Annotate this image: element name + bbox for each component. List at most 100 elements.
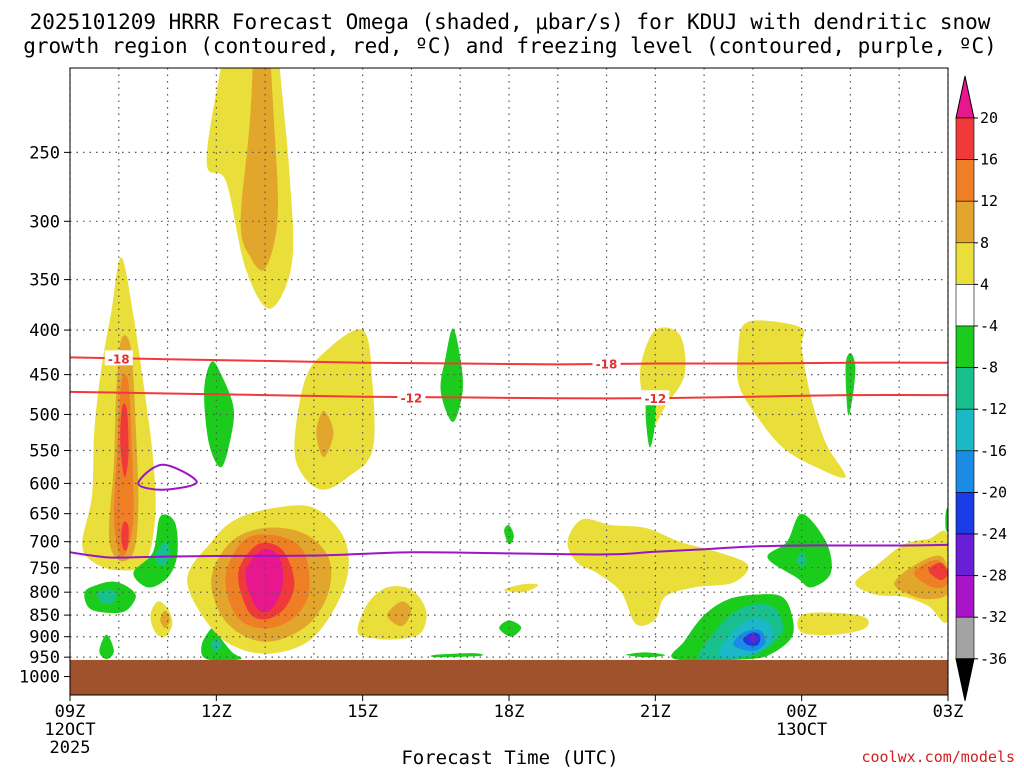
omega-region-g6 xyxy=(201,627,242,661)
contour-label-bg-1 xyxy=(592,355,621,371)
colorbar-label-2: 12 xyxy=(980,192,998,210)
below-ground-fill xyxy=(70,659,948,695)
colorbar-swatch-5 xyxy=(955,284,975,327)
y-tick-label-550: 550 xyxy=(29,442,60,462)
x-tick-label-3-1: 12Z xyxy=(201,702,232,722)
omega-region-g18 xyxy=(845,353,856,416)
contour-label-3: -12 xyxy=(644,392,666,406)
omega-region-g11 xyxy=(499,620,522,637)
x-tick-label-12-1: 21Z xyxy=(640,702,671,722)
colorbar: 20 16 12 8 4 -4 -8 -12 -16 -20 -24 -28 -32 -36 xyxy=(955,75,1007,701)
x-tick-label-6-1: 15Z xyxy=(347,702,378,722)
y-tick-label-450: 450 xyxy=(29,366,60,386)
y-tick-label-600: 600 xyxy=(29,474,60,494)
x-tick-label-9-1: 18Z xyxy=(494,702,525,722)
y-tick-label-400: 400 xyxy=(29,321,60,341)
contour-label-bg-3 xyxy=(641,390,670,406)
colorbar-swatch-1 xyxy=(955,117,975,160)
y-tick-label-700: 700 xyxy=(29,533,60,553)
x-tick-label-15-2: 13OCT xyxy=(776,720,827,740)
x-tick-label-0-1: 09Z xyxy=(55,702,86,722)
colorbar-swatch-11 xyxy=(955,533,975,576)
source-credit: coolwx.com/models xyxy=(861,748,1015,766)
freezing-level-line xyxy=(70,543,948,559)
x-tick-label-15-1: 00Z xyxy=(786,702,817,722)
colorbar-label-13: -36 xyxy=(980,650,1007,668)
colorbar-swatch-10 xyxy=(955,492,975,535)
omega-region-g14 xyxy=(626,652,666,658)
omega-region-o4 xyxy=(240,68,279,271)
omega-region-y7 xyxy=(567,518,749,626)
colorbar-label-5: -4 xyxy=(980,317,998,335)
chart-title-line-2: growth region (contoured, red, ºC) and f… xyxy=(23,34,997,58)
colorbar-top-arrow xyxy=(955,75,975,119)
y-tick-label-950: 950 xyxy=(29,648,60,668)
freezing-level-loop xyxy=(137,463,198,491)
omega-region-y10 xyxy=(797,612,869,636)
y-tick-label-250: 250 xyxy=(29,143,60,163)
y-tick-label-650: 650 xyxy=(29,505,60,525)
omega-region-g2 xyxy=(96,589,117,605)
colorbar-label-11: -28 xyxy=(980,567,1007,585)
contour-label-0: -18 xyxy=(108,352,130,366)
colorbar-label-9: -20 xyxy=(980,483,1007,501)
colorbar-label-1: 16 xyxy=(980,151,998,169)
colorbar-swatch-8 xyxy=(955,408,975,452)
colorbar-swatch-13 xyxy=(955,616,975,660)
dendritic-contour--12 xyxy=(70,390,948,400)
omega-region-c5 xyxy=(748,634,758,643)
omega-shading xyxy=(82,68,948,662)
colorbar-label-12: -32 xyxy=(980,608,1007,626)
colorbar-label-0: 20 xyxy=(980,109,998,127)
colorbar-swatch-2 xyxy=(955,159,975,202)
omega-region-g9 xyxy=(440,328,464,422)
y-tick-label-850: 850 xyxy=(29,606,60,626)
contour-label-1: -18 xyxy=(596,358,618,372)
contour-label-2: -12 xyxy=(401,391,423,405)
colorbar-label-3: 8 xyxy=(980,234,989,252)
colorbar-label-7: -12 xyxy=(980,400,1007,418)
chart-title-line-1: 2025101209 HRRR Forecast Omega (shaded, … xyxy=(30,10,991,34)
colorbar-label-4: 4 xyxy=(980,275,989,293)
omega-region-g3 xyxy=(133,514,178,588)
omega-region-o5 xyxy=(316,410,334,458)
colorbar-bottom-arrow xyxy=(955,658,975,701)
x-axis-label: Forecast Time (UTC) xyxy=(401,747,618,768)
omega-region-g19 xyxy=(945,507,948,533)
omega-region-r4 xyxy=(120,403,129,478)
x-tick-label-18-1: 03Z xyxy=(933,702,964,722)
colorbar-swatch-7 xyxy=(955,367,975,410)
omega-region-y6 xyxy=(504,583,539,593)
omega-region-r7 xyxy=(928,562,948,581)
omega-region-g8 xyxy=(204,361,234,468)
y-tick-label-800: 800 xyxy=(29,583,60,603)
omega-region-y9 xyxy=(736,320,846,479)
colorbar-swatch-3 xyxy=(955,200,975,244)
omega-region-g17 xyxy=(796,552,807,567)
omega-region-m1 xyxy=(245,548,283,613)
omega-region-o6 xyxy=(387,601,412,627)
grid-lines xyxy=(69,68,949,695)
pressure-axis: 2503003504004505005506006507007508008509… xyxy=(19,143,70,688)
colorbar-label-8: -16 xyxy=(980,442,1007,460)
y-tick-label-300: 300 xyxy=(29,212,60,232)
x-tick-label-0-2: 12OCT xyxy=(44,720,95,740)
contour-label-bg-0 xyxy=(104,350,133,366)
dendritic-contour--18 xyxy=(70,356,948,366)
omega-region-g12 xyxy=(430,653,483,658)
colorbar-label-6: -8 xyxy=(980,359,998,377)
omega-region-r5 xyxy=(121,521,129,551)
omega-region-g5 xyxy=(99,634,114,660)
colorbar-swatch-4 xyxy=(955,242,975,285)
y-tick-label-900: 900 xyxy=(29,628,60,648)
contours: -18 -18 -12 -12 xyxy=(70,350,948,559)
omega-region-y4 xyxy=(294,329,375,490)
omega-region-g4 xyxy=(154,541,170,567)
colorbar-swatch-12 xyxy=(955,575,975,618)
colorbar-swatch-6 xyxy=(955,325,975,368)
colorbar-label-10: -24 xyxy=(980,525,1007,543)
omega-region-g7 xyxy=(211,638,222,652)
y-tick-label-350: 350 xyxy=(29,271,60,291)
